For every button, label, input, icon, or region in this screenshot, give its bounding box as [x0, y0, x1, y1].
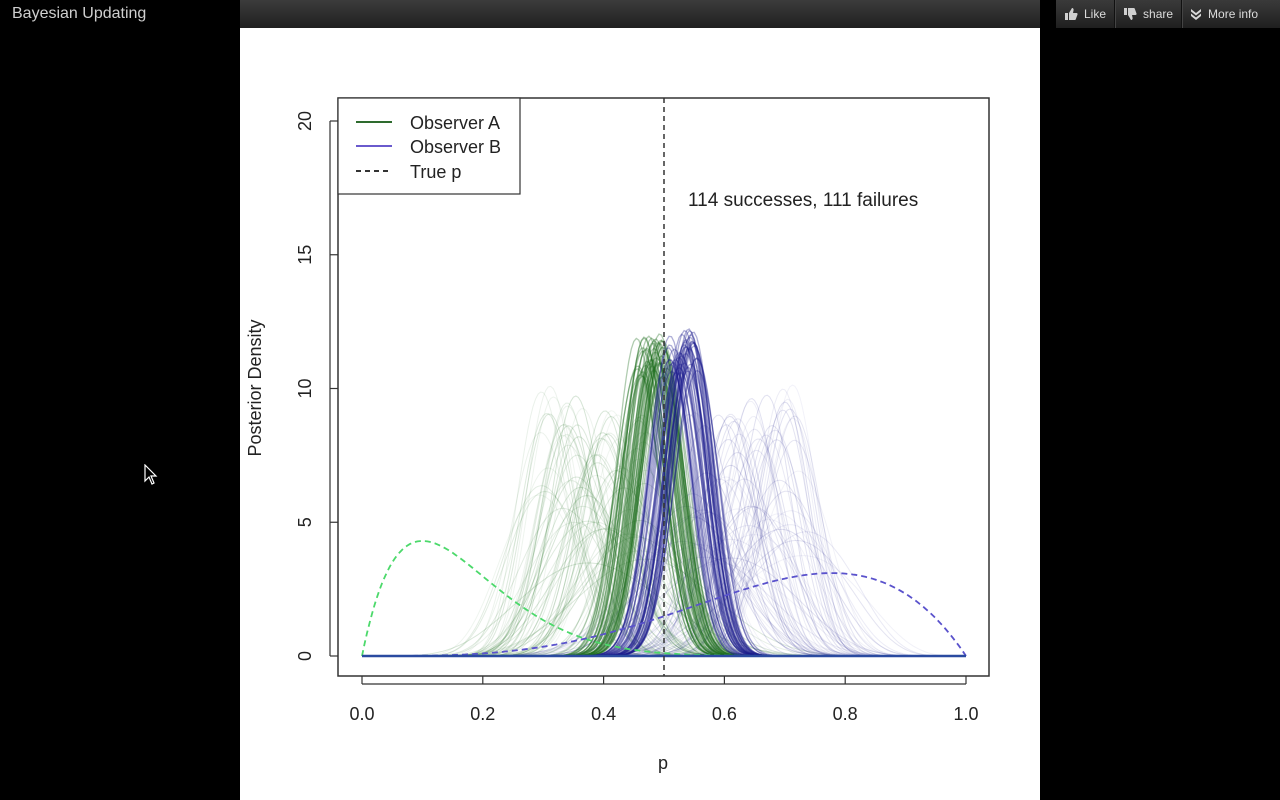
legend: Observer A Observer B True p: [337, 97, 521, 195]
share-label[interactable]: share: [1143, 7, 1174, 21]
chart-annotation: 114 successes, 111 failures: [688, 190, 918, 211]
more-info-label: More info: [1208, 7, 1259, 21]
more-info-button[interactable]: More info: [1181, 0, 1266, 28]
video-player[interactable]: 0.0 0.2 0.4 0.6 0.8 1.0 0 5 10 15 20 Posterior Den…: [240, 28, 1040, 800]
y-tick-label: 20: [295, 111, 315, 131]
chevron-double-down-icon: [1191, 9, 1202, 20]
x-tick-label: 1.0: [953, 704, 978, 724]
y-tick-label: 0: [295, 651, 315, 661]
x-tick-label: 0.0: [349, 704, 374, 724]
legend-label-observer-b: Observer B: [410, 137, 501, 157]
x-axis-label: p: [658, 753, 668, 773]
like-label: Like: [1084, 7, 1107, 21]
action-bar: Like share More info: [1056, 0, 1280, 28]
legend-label-true-p: True p: [410, 162, 461, 182]
posterior-density-chart: 0.0 0.2 0.4 0.6 0.8 1.0 0 5 10 15 20 Posterior Den…: [245, 97, 990, 773]
observer-b-prior-curve: [362, 572, 967, 657]
thumbs-down-icon: [1124, 8, 1137, 20]
dislike-button[interactable]: share: [1114, 0, 1181, 28]
like-button[interactable]: Like: [1056, 0, 1114, 28]
y-tick-label: 10: [295, 378, 315, 398]
x-tick-label: 0.6: [712, 704, 737, 724]
x-tick-label: 0.4: [591, 704, 616, 724]
x-tick-label: 0.8: [833, 704, 858, 724]
legend-label-observer-a: Observer A: [410, 113, 500, 133]
x-tick-label: 0.2: [470, 704, 495, 724]
window-title: Bayesian Updating: [12, 5, 147, 22]
thumbs-up-icon: [1065, 8, 1078, 20]
y-tick-label: 5: [295, 517, 315, 527]
plot-frame: [337, 97, 990, 677]
mouse-cursor-icon: [144, 464, 158, 485]
legend-box: [337, 97, 521, 195]
video-header-strip: [240, 0, 1040, 28]
y-axis-label: Posterior Density: [245, 319, 265, 456]
y-tick-label: 15: [295, 245, 315, 265]
